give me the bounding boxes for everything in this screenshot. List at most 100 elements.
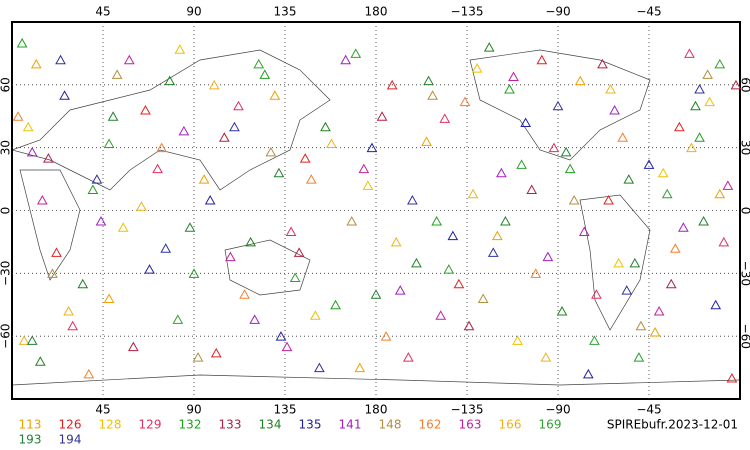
file-label: SPIREbufr.2023-12-01 (607, 418, 738, 432)
observation-marker (487, 247, 499, 257)
observation-marker (36, 195, 48, 205)
observation-marker (160, 243, 172, 253)
top-tick-label: 135 (274, 5, 297, 19)
observation-marker (34, 356, 46, 366)
observation-marker (568, 195, 580, 205)
observation-marker (530, 268, 542, 278)
observation-marker (346, 215, 358, 226)
observation-marker (633, 352, 645, 362)
observation-marker (504, 84, 515, 94)
observation-marker (560, 146, 572, 157)
observation-marker (578, 226, 590, 236)
observation-marker (483, 42, 495, 52)
top-tick-label: 45 (95, 5, 110, 19)
observation-marker (22, 121, 34, 132)
observation-marker (253, 58, 265, 69)
observation-marker (477, 293, 489, 303)
observation-marker (552, 100, 564, 111)
observation-marker (714, 188, 726, 199)
observation-marker (320, 121, 331, 132)
observation-marker (12, 111, 24, 121)
observation-marker (51, 247, 62, 257)
observation-marker (285, 226, 297, 236)
right-tick-label: −60 (739, 324, 750, 349)
observation-marker (366, 142, 378, 153)
top-tick-label: 180 (365, 5, 388, 19)
legend-entry: 162 (419, 418, 442, 432)
observation-marker (172, 314, 184, 324)
observation-marker (95, 215, 107, 226)
observation-marker (665, 278, 677, 289)
observation-marker (83, 368, 95, 379)
observation-marker (556, 306, 568, 316)
legend-entry: 193 (19, 433, 42, 447)
left-tick-label: 30 (0, 140, 13, 155)
observation-marker (18, 335, 30, 345)
observation-marker (714, 58, 726, 69)
observation-marker (427, 90, 438, 100)
observation-marker (362, 180, 374, 190)
observation-marker (140, 104, 151, 115)
observation-marker (103, 293, 115, 303)
observation-marker (259, 69, 271, 79)
observation-marker (520, 117, 531, 128)
observation-marker (629, 257, 641, 268)
bottom-tick-label: 90 (186, 403, 201, 417)
observation-marker (123, 54, 135, 65)
observation-marker (694, 132, 705, 142)
observation-marker (548, 142, 560, 153)
observation-marker (582, 368, 594, 379)
bottom-tick-label: −90 (545, 403, 570, 417)
observation-marker (649, 326, 661, 337)
observation-marker (453, 278, 465, 289)
observation-marker (423, 75, 434, 86)
observation-marker (144, 264, 155, 274)
observation-marker (309, 310, 321, 320)
observation-marker (380, 331, 392, 341)
legend-entry: 132 (179, 418, 202, 432)
observation-marker (540, 352, 552, 362)
observation-marker (463, 320, 475, 331)
observation-marker (421, 136, 432, 146)
observation-marker (653, 306, 665, 316)
observation-marker (574, 75, 586, 86)
observation-marker (107, 111, 119, 121)
observation-marker (694, 84, 705, 94)
left-tick-label: 0 (0, 207, 13, 215)
legend-entry: 126 (59, 418, 82, 432)
top-tick-label: −135 (451, 5, 484, 19)
observation-marker (718, 236, 730, 247)
observation-marker (289, 272, 301, 283)
observation-marker (354, 362, 366, 373)
legend-entry: 169 (539, 418, 562, 432)
observation-marker (508, 71, 519, 81)
top-tick-label: −45 (636, 5, 661, 19)
right-tick-label: 60 (739, 77, 750, 92)
bottom-tick-label: 135 (274, 403, 297, 417)
observation-marker (536, 54, 548, 65)
observation-marker (496, 167, 507, 178)
observation-marker (87, 184, 99, 195)
observation-marker (516, 159, 527, 169)
observation-marker (59, 90, 70, 100)
observation-marker (26, 146, 38, 157)
observation-marker (218, 132, 230, 142)
observation-marker (340, 54, 352, 65)
left-tick-label: 60 (0, 77, 13, 92)
observation-marker (208, 79, 220, 90)
observation-marker (299, 153, 311, 163)
observation-marker (370, 289, 382, 299)
observation-marker (204, 195, 216, 205)
observation-marker (447, 230, 459, 241)
observation-marker (314, 362, 325, 373)
legend-entry: 148 (379, 418, 402, 432)
observation-marker (249, 314, 261, 324)
observation-marker (722, 180, 734, 190)
observation-marker (661, 188, 673, 199)
observation-marker (471, 63, 483, 73)
observation-marker (459, 96, 471, 107)
top-tick-label: 90 (186, 5, 201, 19)
observation-marker (678, 222, 689, 232)
legend-entry: 133 (219, 418, 242, 432)
